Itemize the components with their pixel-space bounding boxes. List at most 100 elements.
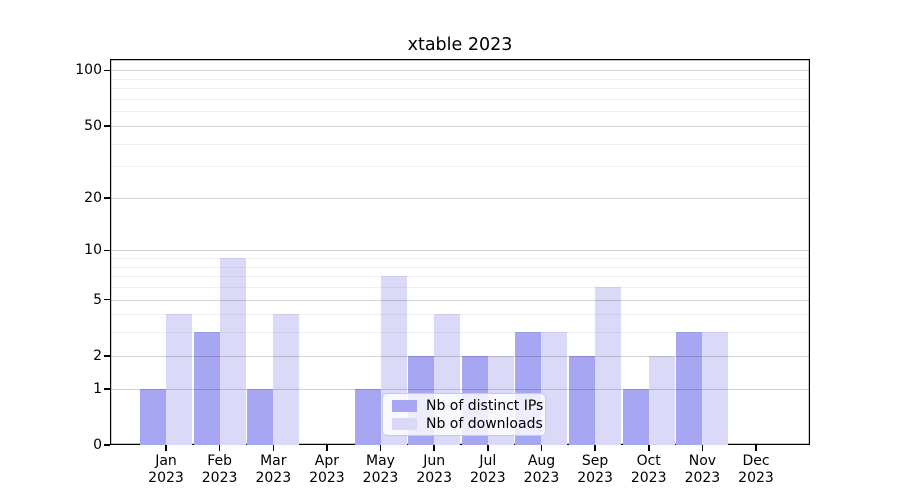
x-tick — [326, 445, 328, 451]
x-tick-month: Nov — [688, 453, 717, 469]
y-tick-label: 100 — [75, 62, 102, 79]
x-tick — [755, 445, 757, 451]
legend: Nb of distinct IPs Nb of downloads — [382, 393, 546, 436]
bar-distinct-ips — [354, 388, 381, 445]
y-gridline-minor — [110, 276, 810, 278]
x-tick-month: Feb — [207, 453, 232, 469]
y-gridline-minor — [110, 266, 810, 268]
legend-label-downloads: Nb of downloads — [426, 416, 543, 432]
bar-downloads — [702, 332, 729, 445]
x-tick — [379, 445, 382, 451]
y-gridline-major — [110, 299, 810, 301]
legend-swatch-downloads — [392, 418, 417, 430]
y-gridline-minor — [110, 78, 810, 80]
x-tick-year: 2023 — [309, 469, 345, 486]
x-tick-month: Jan — [155, 453, 177, 469]
x-tick-month: Aug — [527, 453, 556, 469]
x-tick — [594, 445, 596, 451]
x-tick-label: Nov 2023 — [657, 453, 747, 486]
x-tick-year: 2023 — [630, 469, 667, 486]
y-gridline-minor — [110, 258, 810, 259]
x-tick-label: Aug 2023 — [497, 453, 587, 486]
x-tick — [701, 445, 704, 451]
y-gridline-major — [110, 125, 810, 127]
x-tick-year: 2023 — [148, 469, 184, 486]
x-tick-label: Feb 2023 — [175, 453, 265, 486]
y-tick — [104, 355, 110, 357]
x-tick-label: Sep 2023 — [550, 453, 640, 486]
x-tick-year: 2023 — [738, 469, 774, 486]
y-tick-label: 20 — [84, 189, 102, 206]
bar-downloads — [219, 258, 246, 445]
bar-downloads — [648, 355, 675, 445]
bar-distinct-ips — [676, 332, 703, 445]
legend-item-downloads: Nb of downloads — [392, 416, 545, 432]
x-tick-year: 2023 — [469, 469, 506, 486]
chart-title: xtable 2023 — [407, 35, 513, 55]
x-tick-label: Jun 2023 — [389, 453, 479, 486]
y-gridline-major — [110, 70, 810, 72]
x-tick-label: Jan 2023 — [121, 453, 211, 486]
x-tick-year: 2023 — [416, 469, 452, 486]
bar-distinct-ips — [622, 388, 649, 445]
x-tick-year: 2023 — [255, 469, 292, 486]
x-tick-month: May — [366, 453, 395, 469]
x-tick-label: Oct 2023 — [604, 453, 694, 486]
x-tick — [433, 445, 435, 451]
x-tick-year: 2023 — [201, 469, 238, 486]
y-tick — [104, 388, 110, 390]
y-tick — [104, 197, 110, 199]
y-tick — [104, 125, 110, 127]
x-tick-label: Mar 2023 — [228, 453, 318, 486]
y-gridline-minor — [110, 98, 810, 100]
x-tick — [487, 445, 489, 451]
y-tick-label: 50 — [84, 117, 102, 134]
bar-distinct-ips — [247, 388, 274, 445]
legend-swatch-distinct-ips — [392, 400, 417, 412]
plot-area — [110, 59, 810, 445]
x-tick — [165, 445, 167, 451]
x-tick-month: Sep — [581, 453, 609, 469]
bar-downloads — [166, 314, 192, 445]
x-tick-year: 2023 — [523, 469, 560, 486]
x-tick — [540, 445, 543, 451]
x-tick-label: Apr 2023 — [282, 453, 372, 486]
y-gridline-minor — [110, 88, 810, 90]
x-tick — [272, 445, 274, 451]
x-tick — [648, 445, 650, 451]
y-gridline-minor — [110, 143, 810, 145]
y-tick — [104, 444, 110, 446]
x-tick-year: 2023 — [684, 469, 721, 486]
x-tick-year: 2023 — [362, 469, 399, 486]
y-gridline-major — [110, 250, 810, 252]
x-tick-month: Jul — [479, 453, 497, 469]
bar-distinct-ips — [140, 388, 166, 445]
x-tick-label: Jul 2023 — [443, 453, 533, 486]
y-gridline-minor — [110, 287, 810, 288]
x-tick-month: Apr — [314, 453, 339, 469]
y-tick-label: 10 — [84, 242, 102, 259]
bar-distinct-ips — [193, 332, 220, 445]
y-tick-label: 1 — [93, 380, 102, 397]
bar-distinct-ips — [569, 355, 596, 445]
x-tick — [218, 445, 221, 451]
y-tick — [104, 298, 110, 301]
y-gridline-major — [110, 197, 810, 199]
legend-label-distinct-ips: Nb of distinct IPs — [426, 398, 544, 414]
bar-downloads — [273, 314, 300, 445]
x-tick-label: Dec 2023 — [711, 453, 801, 486]
y-tick-label: 5 — [93, 291, 102, 308]
x-tick-year: 2023 — [577, 469, 613, 486]
x-tick-label: May 2023 — [336, 453, 426, 486]
x-tick-month: Dec — [742, 453, 770, 469]
y-tick-label: 2 — [93, 347, 102, 364]
bar-downloads — [595, 287, 622, 445]
y-gridline-minor — [110, 166, 810, 168]
y-tick — [104, 249, 110, 251]
y-tick — [104, 69, 110, 71]
y-gridline-minor — [110, 111, 810, 113]
y-tick-label: 0 — [93, 437, 102, 453]
x-tick-month: Jun — [423, 453, 446, 469]
x-tick-month: Mar — [260, 453, 287, 469]
x-tick-month: Oct — [636, 453, 661, 469]
